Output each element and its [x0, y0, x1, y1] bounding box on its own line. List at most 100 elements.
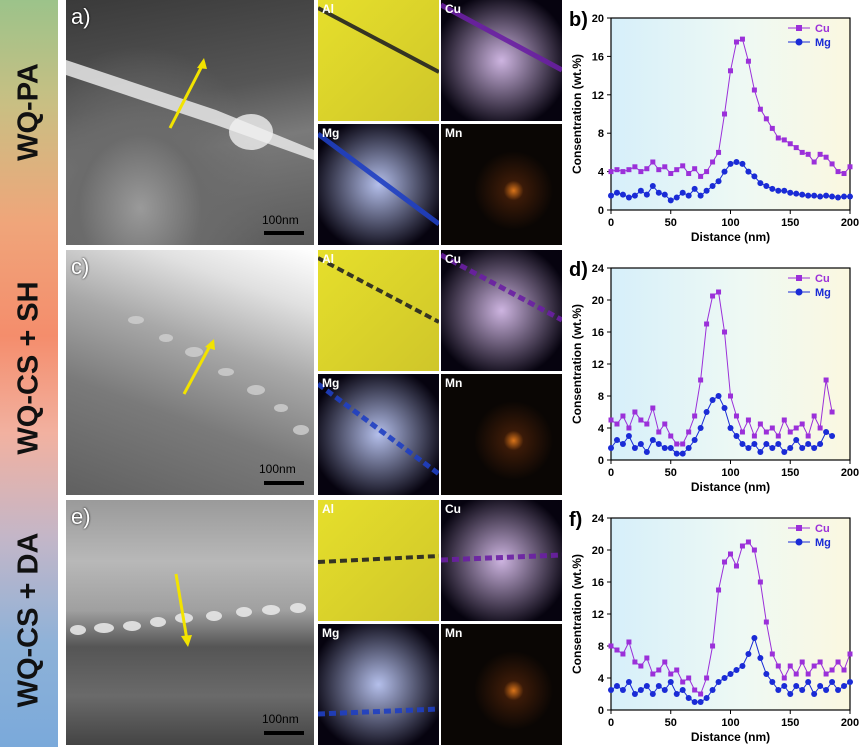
data-point-mg	[685, 192, 692, 199]
precipitates-c	[128, 316, 309, 435]
data-point-cu	[632, 409, 638, 415]
data-point-mg	[835, 687, 842, 693]
x-tick-label: 200	[841, 717, 859, 729]
y-tick-label: 12	[592, 90, 604, 102]
x-tick-label: 200	[841, 467, 859, 479]
data-point-cu	[835, 169, 841, 175]
data-point-mg	[655, 683, 662, 689]
data-point-cu	[614, 421, 620, 427]
y-axis-label: Consentration (wt.%)	[570, 304, 584, 424]
scale-text-e: 100nm	[262, 712, 299, 726]
y-tick-label: 16	[592, 51, 604, 63]
data-point-cu	[781, 137, 787, 143]
y-tick-label: 4	[598, 167, 605, 179]
data-point-cu	[728, 68, 733, 74]
y-tick-label: 20	[592, 13, 604, 25]
data-point-mg	[709, 687, 716, 693]
line-scan-arrow-c	[182, 343, 213, 395]
eds-map-mn-e: Mn	[441, 624, 562, 745]
data-point-mg	[697, 699, 704, 705]
y-tick-label: 24	[592, 263, 605, 275]
data-point-cu	[656, 167, 662, 173]
data-point-cu	[662, 659, 668, 665]
y-tick-label: 8	[598, 128, 604, 140]
data-point-mg	[643, 683, 650, 689]
y-tick-label: 16	[592, 577, 604, 589]
data-point-cu	[656, 667, 662, 673]
data-point-cu	[787, 141, 793, 147]
data-point-cu	[680, 679, 686, 685]
eds-map-mg-a: Mg	[318, 124, 439, 245]
eds-label-mn: Mn	[445, 626, 463, 640]
x-tick-label: 150	[781, 217, 799, 229]
data-point-cu	[626, 167, 632, 173]
eds-map-al-c: Al	[318, 250, 439, 371]
data-point-mg	[691, 437, 698, 443]
plot-area	[611, 518, 850, 710]
data-point-mg	[727, 425, 734, 431]
data-point-cu	[799, 149, 805, 155]
data-point-mg	[751, 635, 758, 641]
data-point-mg	[763, 183, 770, 189]
data-point-mg	[763, 671, 770, 677]
y-tick-label: 16	[592, 327, 604, 339]
data-point-cu	[716, 587, 722, 593]
data-point-mg	[619, 441, 626, 447]
data-point-cu	[608, 643, 614, 649]
data-point-mg	[793, 437, 800, 443]
y-tick-label: 0	[598, 705, 604, 717]
data-point-cu	[847, 164, 853, 170]
data-point-mg	[721, 405, 728, 411]
data-point-mg	[625, 194, 632, 201]
data-point-cu	[698, 173, 704, 179]
eds-label-al: Al	[322, 502, 334, 516]
eds-label-al: Al	[322, 2, 334, 16]
x-axis-label: Distance (nm)	[691, 730, 770, 744]
data-point-mg	[619, 687, 626, 693]
data-point-cu	[739, 429, 745, 435]
data-point-mg	[787, 691, 794, 697]
data-point-cu	[817, 425, 823, 431]
data-point-cu	[686, 429, 692, 435]
row-label-wq-pa: WQ-PA	[12, 63, 45, 161]
data-point-mg	[811, 445, 818, 451]
data-point-cu	[799, 421, 805, 427]
grain-boundary-a	[66, 60, 314, 160]
eds-map-mg-c: Mg	[318, 374, 439, 495]
x-tick-label: 50	[665, 217, 677, 229]
x-tick-label: 0	[608, 717, 614, 729]
data-point-cu	[769, 125, 775, 131]
data-point-mg	[625, 679, 632, 685]
data-point-cu	[733, 563, 739, 569]
data-point-cu	[686, 675, 692, 681]
data-point-mg	[751, 441, 758, 447]
tem-overlay-a	[66, 58, 314, 160]
y-tick-label: 24	[592, 513, 605, 525]
data-point-cu	[775, 663, 781, 669]
x-tick-label: 150	[781, 467, 799, 479]
eds-map-al-a: Al	[318, 0, 439, 121]
data-point-cu	[811, 413, 817, 419]
data-point-mg	[679, 189, 686, 196]
data-point-cu	[620, 651, 626, 657]
x-tick-label: 50	[665, 717, 677, 729]
data-point-mg	[769, 679, 776, 685]
panel-letter-e: e)	[71, 504, 91, 529]
data-point-cu	[757, 421, 763, 427]
data-point-mg	[655, 189, 662, 196]
line-scan-arrow-a	[168, 61, 206, 129]
data-point-cu	[793, 671, 799, 677]
data-point-mg	[691, 185, 698, 192]
eds-label-mn: Mn	[445, 376, 463, 390]
segregation-band-al	[318, 554, 439, 564]
data-point-cu	[823, 154, 829, 160]
data-point-mg	[667, 679, 674, 685]
eds-label-cu: Cu	[445, 2, 461, 16]
data-point-cu	[841, 171, 847, 177]
data-point-cu	[626, 639, 632, 645]
data-point-cu	[745, 417, 751, 423]
eds-map-mn-c: Mn	[441, 374, 562, 495]
data-point-mg	[727, 671, 734, 677]
data-point-mg	[739, 663, 746, 669]
data-point-mg	[673, 691, 680, 697]
